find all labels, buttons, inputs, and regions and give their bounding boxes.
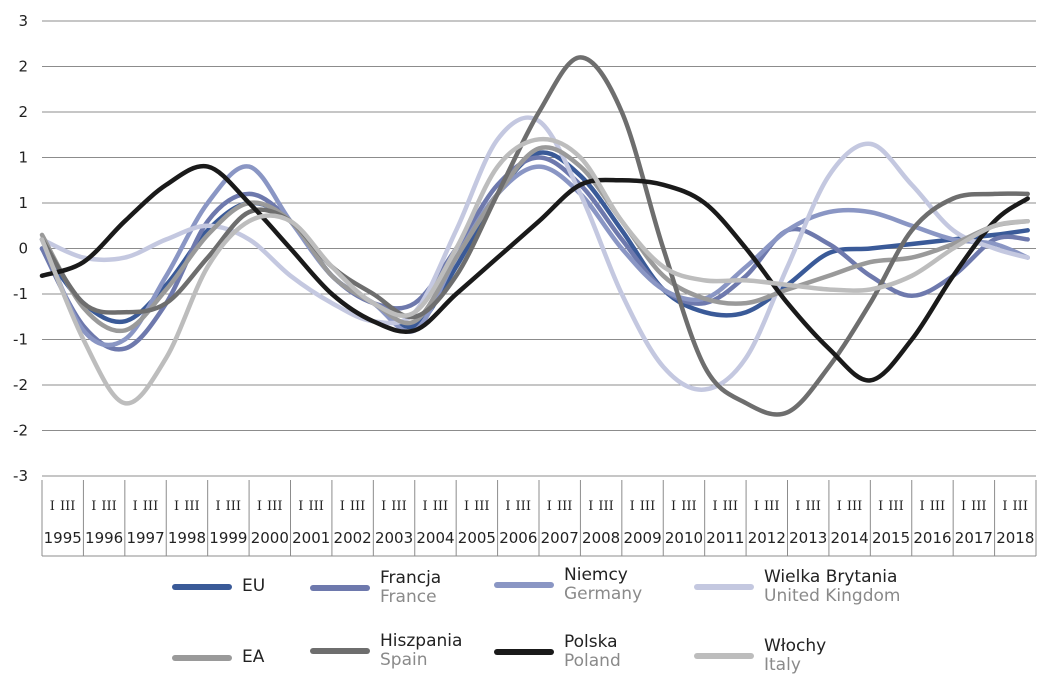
- quarter-label: III: [598, 499, 613, 514]
- quarter-label: I: [50, 499, 55, 514]
- year-label: 2014: [831, 529, 869, 547]
- quarter-label: I: [1002, 499, 1007, 514]
- y-tick-label: 0: [18, 240, 28, 258]
- quarter-label: III: [226, 499, 241, 514]
- year-label: 2005: [458, 529, 496, 547]
- quarter-label: I: [174, 499, 179, 514]
- quarter-label: III: [350, 499, 365, 514]
- quarter-label: I: [257, 499, 262, 514]
- quarter-label: I: [215, 499, 220, 514]
- y-tick-label: -1: [13, 331, 28, 349]
- quarter-label: III: [391, 499, 406, 514]
- series-line-wlochy: [39, 136, 1030, 406]
- quarter-label: III: [433, 499, 448, 514]
- y-tick-label: -2: [13, 376, 28, 394]
- quarter-label: I: [547, 499, 552, 514]
- series-lines: [39, 55, 1030, 417]
- quarter-label: III: [60, 499, 75, 514]
- quarter-label: I: [920, 499, 925, 514]
- year-label: 2017: [955, 529, 993, 547]
- quarter-label: III: [557, 499, 572, 514]
- year-label: 2004: [416, 529, 454, 547]
- quarter-label: I: [754, 499, 759, 514]
- year-label: 2018: [996, 529, 1034, 547]
- year-label: 2001: [292, 529, 330, 547]
- quarter-label: I: [381, 499, 386, 514]
- quarter-label: I: [878, 499, 883, 514]
- quarter-label: III: [474, 499, 489, 514]
- year-label: 2015: [872, 529, 910, 547]
- year-label: 2000: [251, 529, 289, 547]
- quarter-label: III: [143, 499, 158, 514]
- grid-lines: [42, 20, 1036, 477]
- quarter-label: I: [505, 499, 510, 514]
- series-line-eu: [39, 150, 1030, 330]
- quarter-label: III: [930, 499, 945, 514]
- quarter-label: I: [837, 499, 842, 514]
- year-label: 2011: [706, 529, 744, 547]
- quarter-label: III: [805, 499, 820, 514]
- quarter-label: I: [630, 499, 635, 514]
- year-label: 1999: [209, 529, 247, 547]
- year-label: 1998: [168, 529, 206, 547]
- y-tick-label: 2: [18, 103, 28, 121]
- series-line-niemcy: [39, 164, 1030, 348]
- quarter-label: III: [1013, 499, 1028, 514]
- quarter-label: I: [423, 499, 428, 514]
- quarter-label: I: [671, 499, 676, 514]
- quarter-label: I: [340, 499, 345, 514]
- y-tick-label: 3: [18, 12, 28, 30]
- quarter-label: III: [764, 499, 779, 514]
- y-tick-label: -1: [13, 285, 28, 303]
- year-label: 2003: [375, 529, 413, 547]
- quarter-label: III: [267, 499, 282, 514]
- quarter-label: III: [888, 499, 903, 514]
- year-label: 2012: [748, 529, 786, 547]
- y-tick-label: 1: [18, 194, 28, 212]
- quarter-label: I: [133, 499, 138, 514]
- y-tick-label: 2: [18, 58, 28, 76]
- year-label: 2013: [789, 529, 827, 547]
- series-line-ea: [39, 145, 1030, 334]
- year-label: 2006: [499, 529, 537, 547]
- series-line-francja: [39, 155, 1030, 352]
- quarter-label: III: [101, 499, 116, 514]
- year-label: 2008: [582, 529, 620, 547]
- year-label: 1997: [126, 529, 164, 547]
- series-line-polska: [39, 163, 1030, 383]
- quarter-label: I: [588, 499, 593, 514]
- year-label: 2002: [334, 529, 372, 547]
- year-label: 2016: [913, 529, 951, 547]
- y-axis-labels: 3 2 2 1 1 0 -1 -1 -2 -2 -3: [13, 12, 28, 485]
- quarter-label: I: [298, 499, 303, 514]
- quarter-label: III: [971, 499, 986, 514]
- quarter-label: I: [795, 499, 800, 514]
- year-label: 2009: [623, 529, 661, 547]
- year-label: 1995: [44, 529, 82, 547]
- quarter-label: III: [184, 499, 199, 514]
- quarter-label: III: [640, 499, 655, 514]
- y-tick-label: -2: [13, 422, 28, 440]
- year-label: 2007: [541, 529, 579, 547]
- y-tick-label: -3: [13, 467, 28, 485]
- quarter-label: III: [723, 499, 738, 514]
- quarter-label: III: [516, 499, 531, 514]
- quarter-label: I: [961, 499, 966, 514]
- y-tick-label: 1: [18, 149, 28, 167]
- quarter-label: III: [681, 499, 696, 514]
- series-line-hiszpania: [39, 55, 1030, 417]
- quarter-label: III: [847, 499, 862, 514]
- year-label: 2010: [665, 529, 703, 547]
- year-label: 1996: [85, 529, 123, 547]
- quarter-label: III: [308, 499, 323, 514]
- quarter-label: I: [91, 499, 96, 514]
- quarter-label: I: [464, 499, 469, 514]
- quarter-label: I: [712, 499, 717, 514]
